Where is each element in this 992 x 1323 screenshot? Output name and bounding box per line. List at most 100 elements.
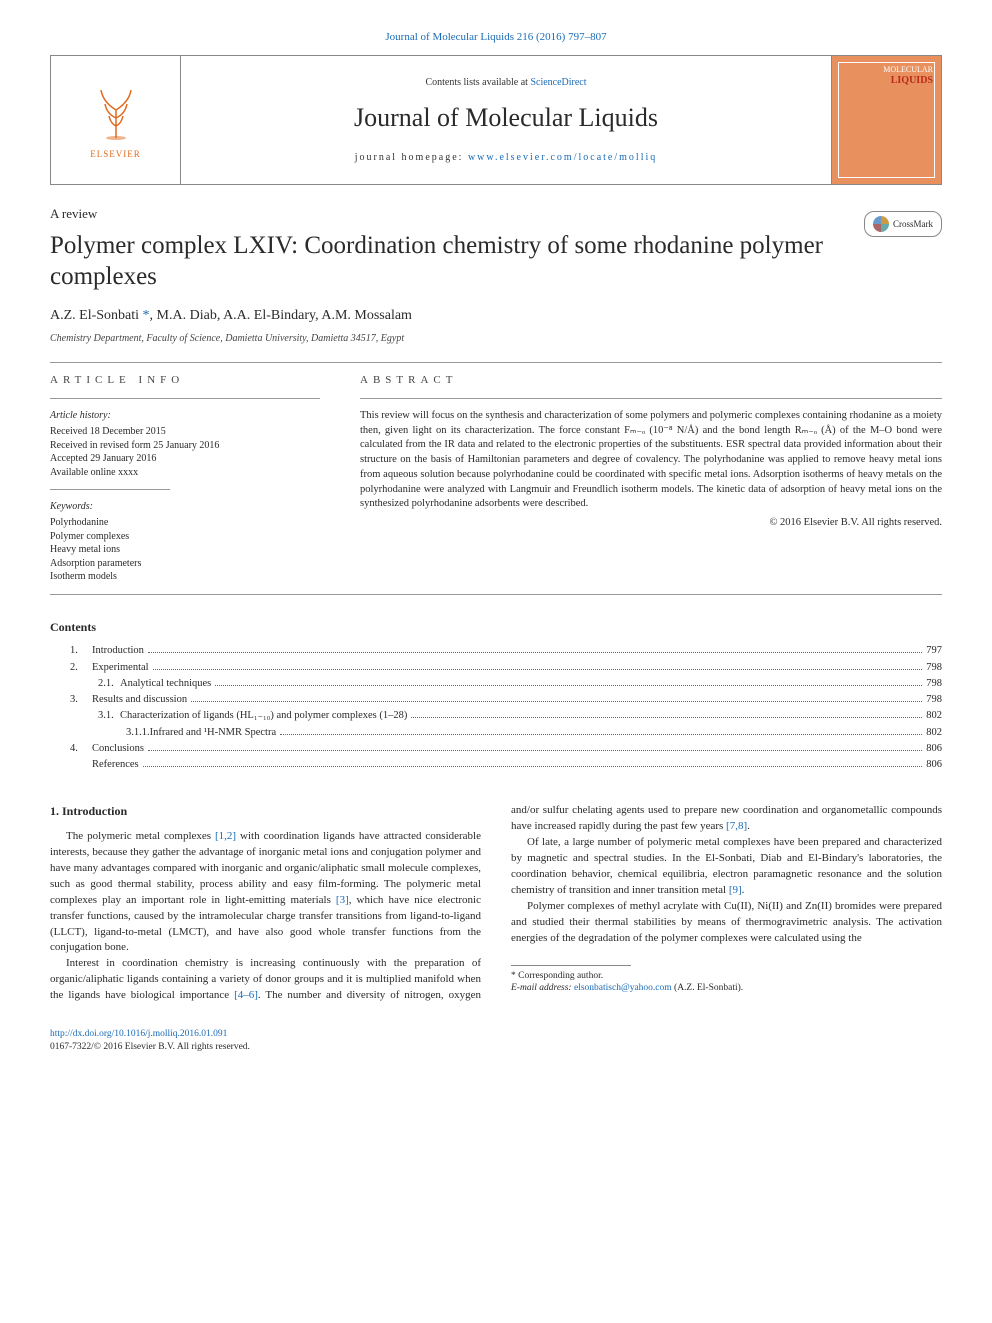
divider xyxy=(50,489,170,490)
divider xyxy=(50,362,942,363)
divider xyxy=(360,398,942,399)
publisher-logo-cell: ELSEVIER xyxy=(51,56,181,184)
toc-page: 798 xyxy=(926,692,942,708)
toc-num: 3.1. xyxy=(98,708,120,724)
corr-email-suffix: (A.Z. El-Sonbati). xyxy=(674,983,743,993)
publisher-name: ELSEVIER xyxy=(90,148,141,161)
cover-line2: LIQUIDS xyxy=(883,75,933,86)
toc-page: 806 xyxy=(926,741,942,757)
toc-text: Results and discussion xyxy=(92,692,187,708)
citation-link[interactable]: [3] xyxy=(336,894,349,906)
footnote-rule xyxy=(511,965,631,966)
keyword: Heavy metal ions xyxy=(50,543,320,557)
running-head-link[interactable]: Journal of Molecular Liquids 216 (2016) … xyxy=(385,31,606,43)
body-columns: 1. Introduction The polymeric metal comp… xyxy=(50,803,942,1004)
journal-homepage-link[interactable]: www.elsevier.com/locate/molliq xyxy=(468,152,657,163)
corr-email-link[interactable]: elsonbatisch@yahoo.com xyxy=(574,983,672,993)
cover-line1: MOLECULAR xyxy=(883,66,933,75)
toc-entry[interactable]: 3.1.1.Infrared and ¹H-NMR Spectra 802 xyxy=(50,725,942,741)
masthead-center: Contents lists available at ScienceDirec… xyxy=(181,56,831,184)
keywords-heading: Keywords: xyxy=(50,500,320,514)
keyword: Isotherm models xyxy=(50,570,320,584)
toc-num: 3.1.1. xyxy=(126,725,150,741)
article-type: A review xyxy=(50,205,942,223)
contents-prefix: Contents lists available at xyxy=(425,77,530,88)
abstract-column: abstract This review will focus on the s… xyxy=(360,373,942,584)
toc-page: 798 xyxy=(926,660,942,676)
toc-text: Experimental xyxy=(92,660,149,676)
toc-text: Conclusions xyxy=(92,741,144,757)
contents-block: Contents 1.Introduction 7972.Experimenta… xyxy=(50,619,942,774)
authors-line: A.Z. El-Sonbati *, M.A. Diab, A.A. El-Bi… xyxy=(50,306,942,326)
body-paragraph: The polymeric metal complexes [1,2] with… xyxy=(50,829,481,957)
keyword: Polyrhodanine xyxy=(50,516,320,530)
citation-link[interactable]: [9] xyxy=(729,884,742,896)
author-2: M.A. Diab xyxy=(157,308,217,323)
toc-leader xyxy=(215,685,922,686)
history-line: Received in revised form 25 January 2016 xyxy=(50,439,320,453)
article-info-column: article info Article history: Received 1… xyxy=(50,373,320,584)
email-label: E-mail address: xyxy=(511,983,572,993)
toc-num: 4. xyxy=(70,741,92,757)
contents-available-line: Contents lists available at ScienceDirec… xyxy=(425,76,586,90)
toc-num: 2. xyxy=(70,660,92,676)
toc-leader xyxy=(280,734,922,735)
author-4: A.M. Mossalam xyxy=(321,308,412,323)
contents-heading: Contents xyxy=(50,619,942,636)
crossmark-icon xyxy=(873,216,889,232)
keyword: Adsorption parameters xyxy=(50,557,320,571)
toc-page: 797 xyxy=(926,643,942,659)
toc-entry[interactable]: 2.Experimental 798 xyxy=(50,660,942,676)
toc-leader xyxy=(153,669,923,670)
toc-entry[interactable]: References 806 xyxy=(50,757,942,773)
doi-link[interactable]: http://dx.doi.org/10.1016/j.molliq.2016.… xyxy=(50,1029,227,1039)
issn-copyright: 0167-7322/© 2016 Elsevier B.V. All right… xyxy=(50,1042,250,1052)
doi-block: http://dx.doi.org/10.1016/j.molliq.2016.… xyxy=(50,1028,942,1054)
history-heading: Article history: xyxy=(50,409,320,423)
toc-entry[interactable]: 4.Conclusions 806 xyxy=(50,741,942,757)
toc-entry[interactable]: 1.Introduction 797 xyxy=(50,643,942,659)
affiliation: Chemistry Department, Faculty of Science… xyxy=(50,332,942,346)
toc-page: 806 xyxy=(926,757,942,773)
toc-page: 802 xyxy=(926,725,942,741)
toc-text: Characterization of ligands (HL₁₋₁₀) and… xyxy=(120,708,407,724)
journal-masthead: ELSEVIER Contents lists available at Sci… xyxy=(50,55,942,185)
toc-leader xyxy=(148,750,922,751)
abstract-text: This review will focus on the synthesis … xyxy=(360,409,942,512)
sciencedirect-link[interactable]: ScienceDirect xyxy=(530,77,586,88)
toc-text: Infrared and ¹H-NMR Spectra xyxy=(150,725,276,741)
citation-link[interactable]: [4–6] xyxy=(234,989,258,1001)
toc-entry[interactable]: 2.1.Analytical techniques 798 xyxy=(50,676,942,692)
homepage-label: journal homepage: xyxy=(355,152,468,163)
keyword: Polymer complexes xyxy=(50,530,320,544)
toc-num: 1. xyxy=(70,643,92,659)
article-info-heading: article info xyxy=(50,373,320,388)
author-3: A.A. El-Bindary xyxy=(223,308,315,323)
body-paragraph: Of late, a large number of polymeric met… xyxy=(511,835,942,899)
author-1: A.Z. El-Sonbati xyxy=(50,308,139,323)
abstract-copyright: © 2016 Elsevier B.V. All rights reserved… xyxy=(360,516,942,531)
toc-page: 798 xyxy=(926,676,942,692)
body-paragraph: Polymer complexes of methyl acrylate wit… xyxy=(511,899,942,947)
toc-entry[interactable]: 3.1.Characterization of ligands (HL₁₋₁₀)… xyxy=(50,708,942,724)
toc-text: References xyxy=(92,757,139,773)
journal-name: Journal of Molecular Liquids xyxy=(354,100,658,136)
toc-leader xyxy=(148,652,922,653)
article-title: Polymer complex LXIV: Coordination chemi… xyxy=(50,230,942,293)
divider xyxy=(50,594,942,595)
abstract-heading: abstract xyxy=(360,373,942,388)
toc-leader xyxy=(191,701,922,702)
corr-marker: * xyxy=(143,308,150,323)
toc-entry[interactable]: 3.Results and discussion 798 xyxy=(50,692,942,708)
crossmark-badge[interactable]: CrossMark xyxy=(864,211,942,237)
citation-link[interactable]: [7,8] xyxy=(726,820,747,832)
history-line: Accepted 29 January 2016 xyxy=(50,452,320,466)
divider xyxy=(50,398,320,399)
toc-num: 2.1. xyxy=(98,676,120,692)
toc-leader xyxy=(143,766,923,767)
corresponding-footnote: * Corresponding author. E-mail address: … xyxy=(511,970,942,995)
citation-link[interactable]: [1,2] xyxy=(215,830,236,842)
crossmark-label: CrossMark xyxy=(893,218,933,231)
toc-text: Analytical techniques xyxy=(120,676,211,692)
section-1-heading: 1. Introduction xyxy=(50,803,481,820)
